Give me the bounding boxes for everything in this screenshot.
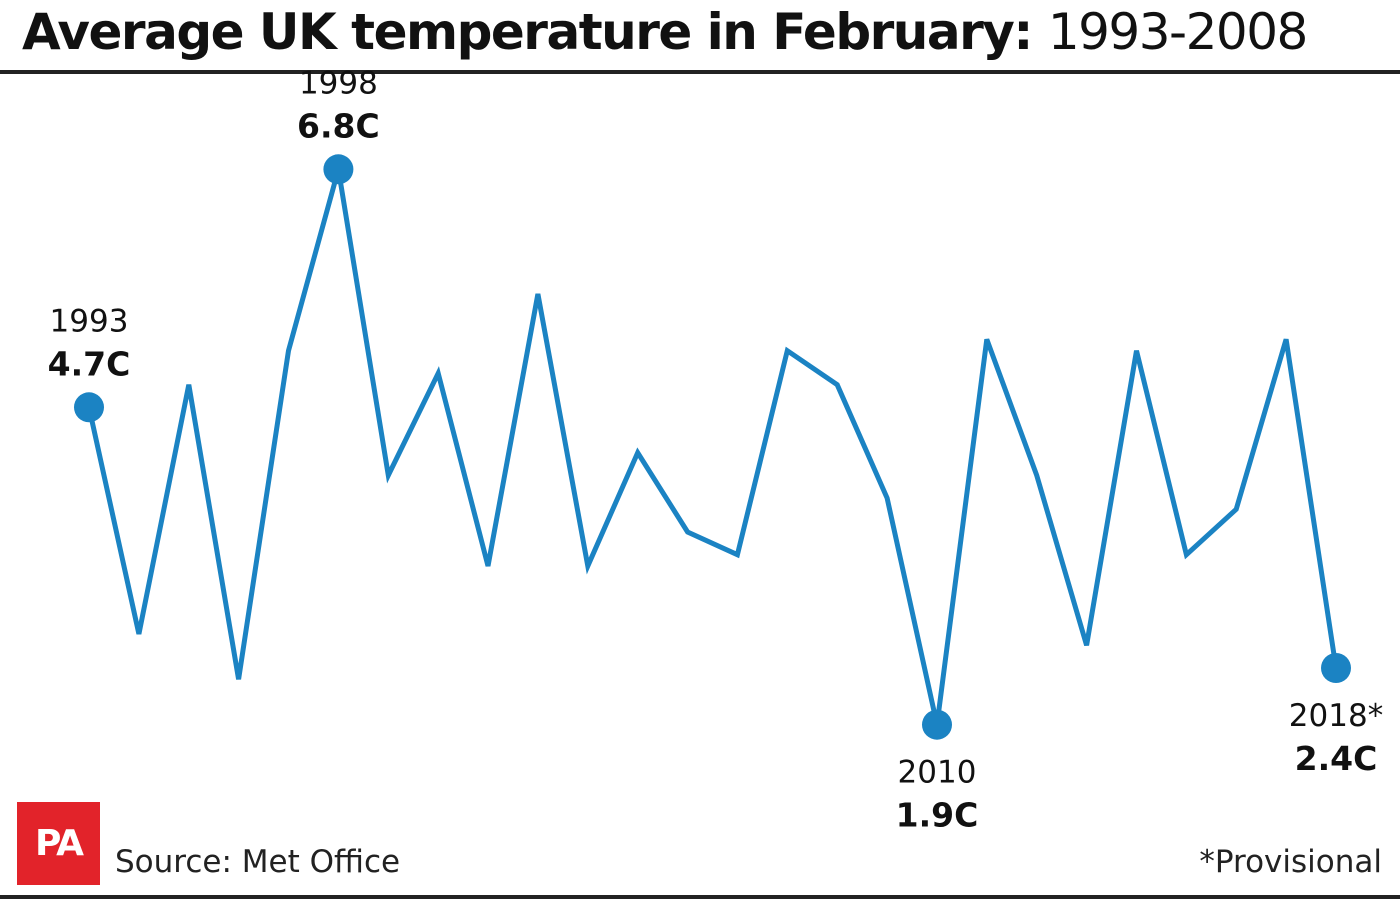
chart-title: Average UK temperature in February: 1993… [22,3,1309,61]
annotation-value-2010: 1.9C [896,796,979,835]
annotation-value-1993: 4.7C [48,344,131,383]
annotation-year-1993: 1993 [50,303,129,339]
annotation-value-1998: 6.8C [297,106,380,145]
chart-title-main: Average UK temperature in February: [22,3,1033,61]
top-rule [0,70,1400,74]
chart-title-range: 1993-2008 [1047,3,1309,61]
highlight-point-2010 [922,709,952,740]
highlight-point-2018 [1321,653,1351,683]
annotation-year-1998: 1998 [299,65,378,101]
annotation-year-2010: 2010 [898,755,977,791]
bottom-rule [0,895,1400,899]
highlight-point-1998 [323,154,354,185]
pa-logo: PA [17,802,100,885]
provisional-footnote: *Provisional [1199,844,1382,880]
temperature-series-line [86,168,1339,726]
annotation-value-2018: 2.4C [1295,739,1378,778]
highlight-point-1993 [74,392,104,423]
source-note: Source: Met Office [115,844,401,880]
annotation-year-2018: 2018* [1289,698,1383,734]
